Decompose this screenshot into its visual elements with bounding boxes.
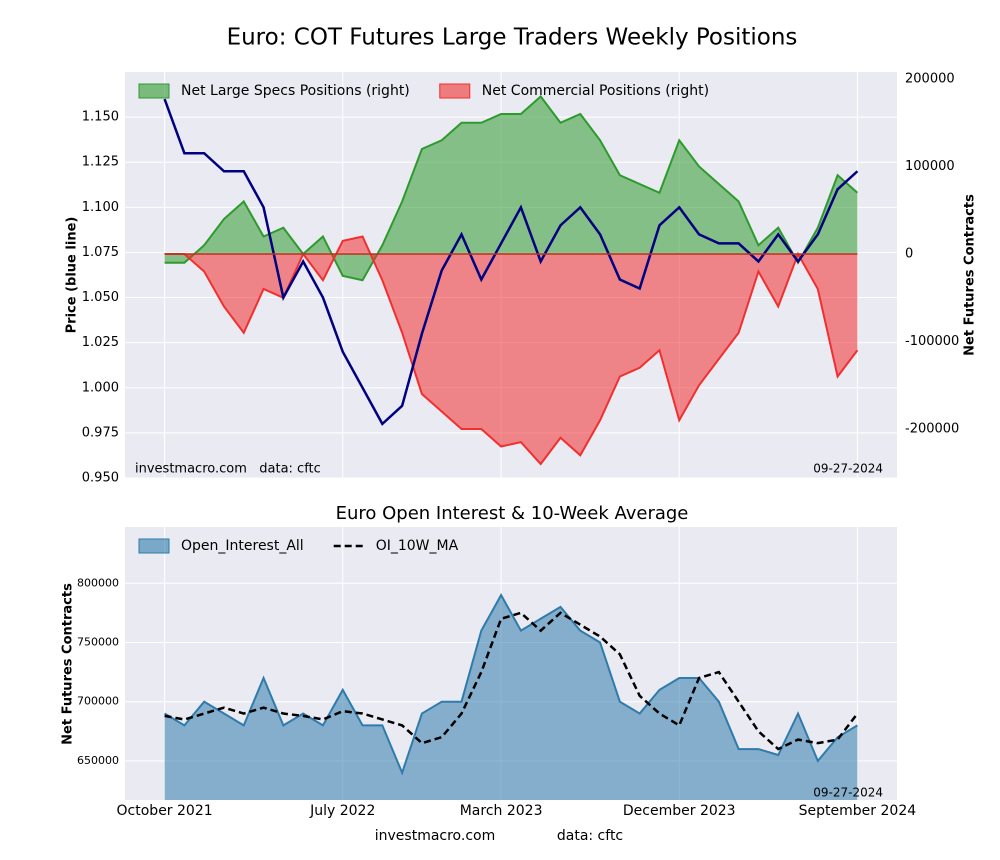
legend-label: OI_10W_MA xyxy=(376,538,459,554)
legend-label: Net Commercial Positions (right) xyxy=(482,83,709,99)
series-line xyxy=(164,611,859,751)
x-tick-label: December 2023 xyxy=(623,803,736,819)
area-fill xyxy=(164,595,858,800)
x-tick-label: March 2023 xyxy=(460,803,543,819)
area-line xyxy=(164,235,859,466)
legend-label: Open_Interest_All xyxy=(181,538,304,554)
footer: investmacro.com xyxy=(375,828,495,844)
y2-tick-label: -200000 xyxy=(905,422,959,437)
y-tick-label: 0.975 xyxy=(82,425,119,440)
y-tick-label: 1.125 xyxy=(82,155,119,170)
x-tick-label: July 2022 xyxy=(309,803,375,819)
annotation: 09-27-2024 xyxy=(813,786,883,800)
legend-swatch xyxy=(138,538,170,554)
y2-axis-label: Net Futures Contracts xyxy=(963,194,978,356)
legend-swatch xyxy=(439,83,471,99)
annotation: investmacro.com data: cftc xyxy=(135,462,321,477)
y-tick-label: 1.100 xyxy=(82,200,119,215)
area-fill xyxy=(164,96,858,281)
area-line xyxy=(164,593,858,776)
y-tick-label: 1.075 xyxy=(82,245,119,260)
annotation: 09-27-2024 xyxy=(813,462,883,476)
legend-swatch xyxy=(138,83,170,99)
y2-tick-label: 0 xyxy=(905,247,913,262)
y-tick-label: 1.050 xyxy=(82,290,119,305)
x-tick-label: September 2024 xyxy=(799,803,917,819)
footer: data: cftc xyxy=(557,828,623,844)
y2-tick-label: 100000 xyxy=(905,159,955,174)
y-tick-label: 1.150 xyxy=(82,110,119,125)
chart-title: Euro Open Interest & 10-Week Average xyxy=(336,503,689,524)
y-tick-label: 800000 xyxy=(77,576,119,589)
chart-title: Euro: COT Futures Large Traders Weekly P… xyxy=(227,25,798,51)
y-tick-label: 700000 xyxy=(77,695,119,708)
y2-tick-label: -100000 xyxy=(905,334,959,349)
x-tick-label: October 2021 xyxy=(117,803,213,819)
y-axis-label: Net Futures Contracts xyxy=(61,583,76,745)
y2-tick-label: 200000 xyxy=(905,72,955,87)
y-tick-label: 650000 xyxy=(77,754,119,767)
y-tick-label: 1.025 xyxy=(82,335,119,350)
area-fill xyxy=(164,236,858,464)
y-tick-label: 0.950 xyxy=(82,471,119,486)
legend-label: Net Large Specs Positions (right) xyxy=(181,83,410,99)
y-tick-label: 750000 xyxy=(77,635,119,648)
series-line xyxy=(163,98,859,426)
y-tick-label: 1.000 xyxy=(82,380,119,395)
y-axis-label: Price (blue line) xyxy=(65,217,80,334)
area-line xyxy=(164,95,859,282)
